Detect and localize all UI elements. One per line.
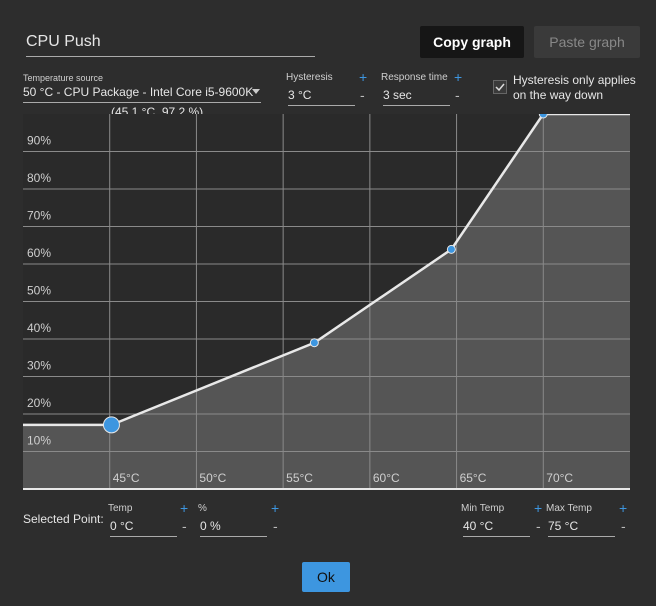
curve-line <box>110 114 545 427</box>
decrement[interactable]: - <box>455 87 460 103</box>
field-label: Response time <box>381 72 448 83</box>
y-tick-label: 50% <box>27 284 51 298</box>
decrement[interactable]: - <box>182 518 187 534</box>
fan-curve-chart: 45°C 50°C 55°C 60°C 65°C 70°C 10% 20% 30% 40% 50% 6… <box>23 114 630 490</box>
curve-point[interactable] <box>538 114 548 119</box>
curve-point[interactable] <box>102 416 120 434</box>
ok-button[interactable]: Ok <box>302 562 350 592</box>
field-label: Hysteresis <box>286 72 333 83</box>
selected-label: Selected Point: <box>23 512 104 526</box>
y-tick-label: 30% <box>27 359 51 373</box>
max-temp-field[interactable]: 75 °C <box>548 519 615 537</box>
checkbox-label: Hysteresis only applies on the way down <box>513 73 636 102</box>
y-tick-label: 90% <box>27 134 51 148</box>
x-tick-label: 50°C <box>199 471 226 485</box>
checkbox[interactable] <box>493 80 507 94</box>
x-tick-label: 70°C <box>546 471 573 485</box>
decrement[interactable]: - <box>360 87 365 103</box>
y-tick-label: 40% <box>27 321 51 335</box>
y-tick-label: 20% <box>27 396 51 410</box>
source-select[interactable]: 50 °C - CPU Package - Intel Core i5-9600… <box>23 85 261 103</box>
decrement[interactable]: - <box>621 518 626 534</box>
field-label: Min Temp <box>461 503 505 514</box>
field-label: Max Temp <box>546 503 592 514</box>
y-tick-label: 80% <box>27 171 51 185</box>
x-tick-label: 65°C <box>460 471 487 485</box>
x-tick-label: 55°C <box>286 471 313 485</box>
percent-field[interactable]: 0 % <box>200 519 267 537</box>
increment[interactable]: + <box>271 500 280 516</box>
min-temp-field[interactable]: 40 °C <box>463 519 530 537</box>
decrement[interactable]: - <box>536 518 541 534</box>
curve-area <box>23 114 630 489</box>
curve-point[interactable] <box>309 338 319 348</box>
hysteresis-field[interactable]: 3 °C <box>288 88 355 106</box>
y-tick-label: 10% <box>27 434 51 448</box>
paste-button[interactable]: Paste graph <box>534 26 640 58</box>
field-label: % <box>198 503 207 514</box>
increment[interactable]: + <box>454 69 463 85</box>
title-field[interactable]: CPU Push <box>26 33 315 57</box>
increment[interactable]: + <box>534 500 543 516</box>
decrement[interactable]: - <box>273 518 278 534</box>
increment[interactable]: + <box>359 69 368 85</box>
x-tick-label: 60°C <box>373 471 400 485</box>
increment[interactable]: + <box>180 500 189 516</box>
x-tick-label: 45°C <box>113 471 140 485</box>
y-tick-label: 60% <box>27 246 51 260</box>
temp-field[interactable]: 0 °C <box>110 519 177 537</box>
field-label: Temperature source <box>23 73 104 83</box>
field-label: Temp <box>108 503 133 514</box>
increment[interactable]: + <box>619 500 628 516</box>
response-field[interactable]: 3 sec <box>383 88 450 106</box>
copy-button[interactable]: Copy graph <box>420 26 524 58</box>
y-tick-label: 70% <box>27 209 51 223</box>
curve-point[interactable] <box>446 244 456 254</box>
dropdown-arrow <box>252 89 260 94</box>
